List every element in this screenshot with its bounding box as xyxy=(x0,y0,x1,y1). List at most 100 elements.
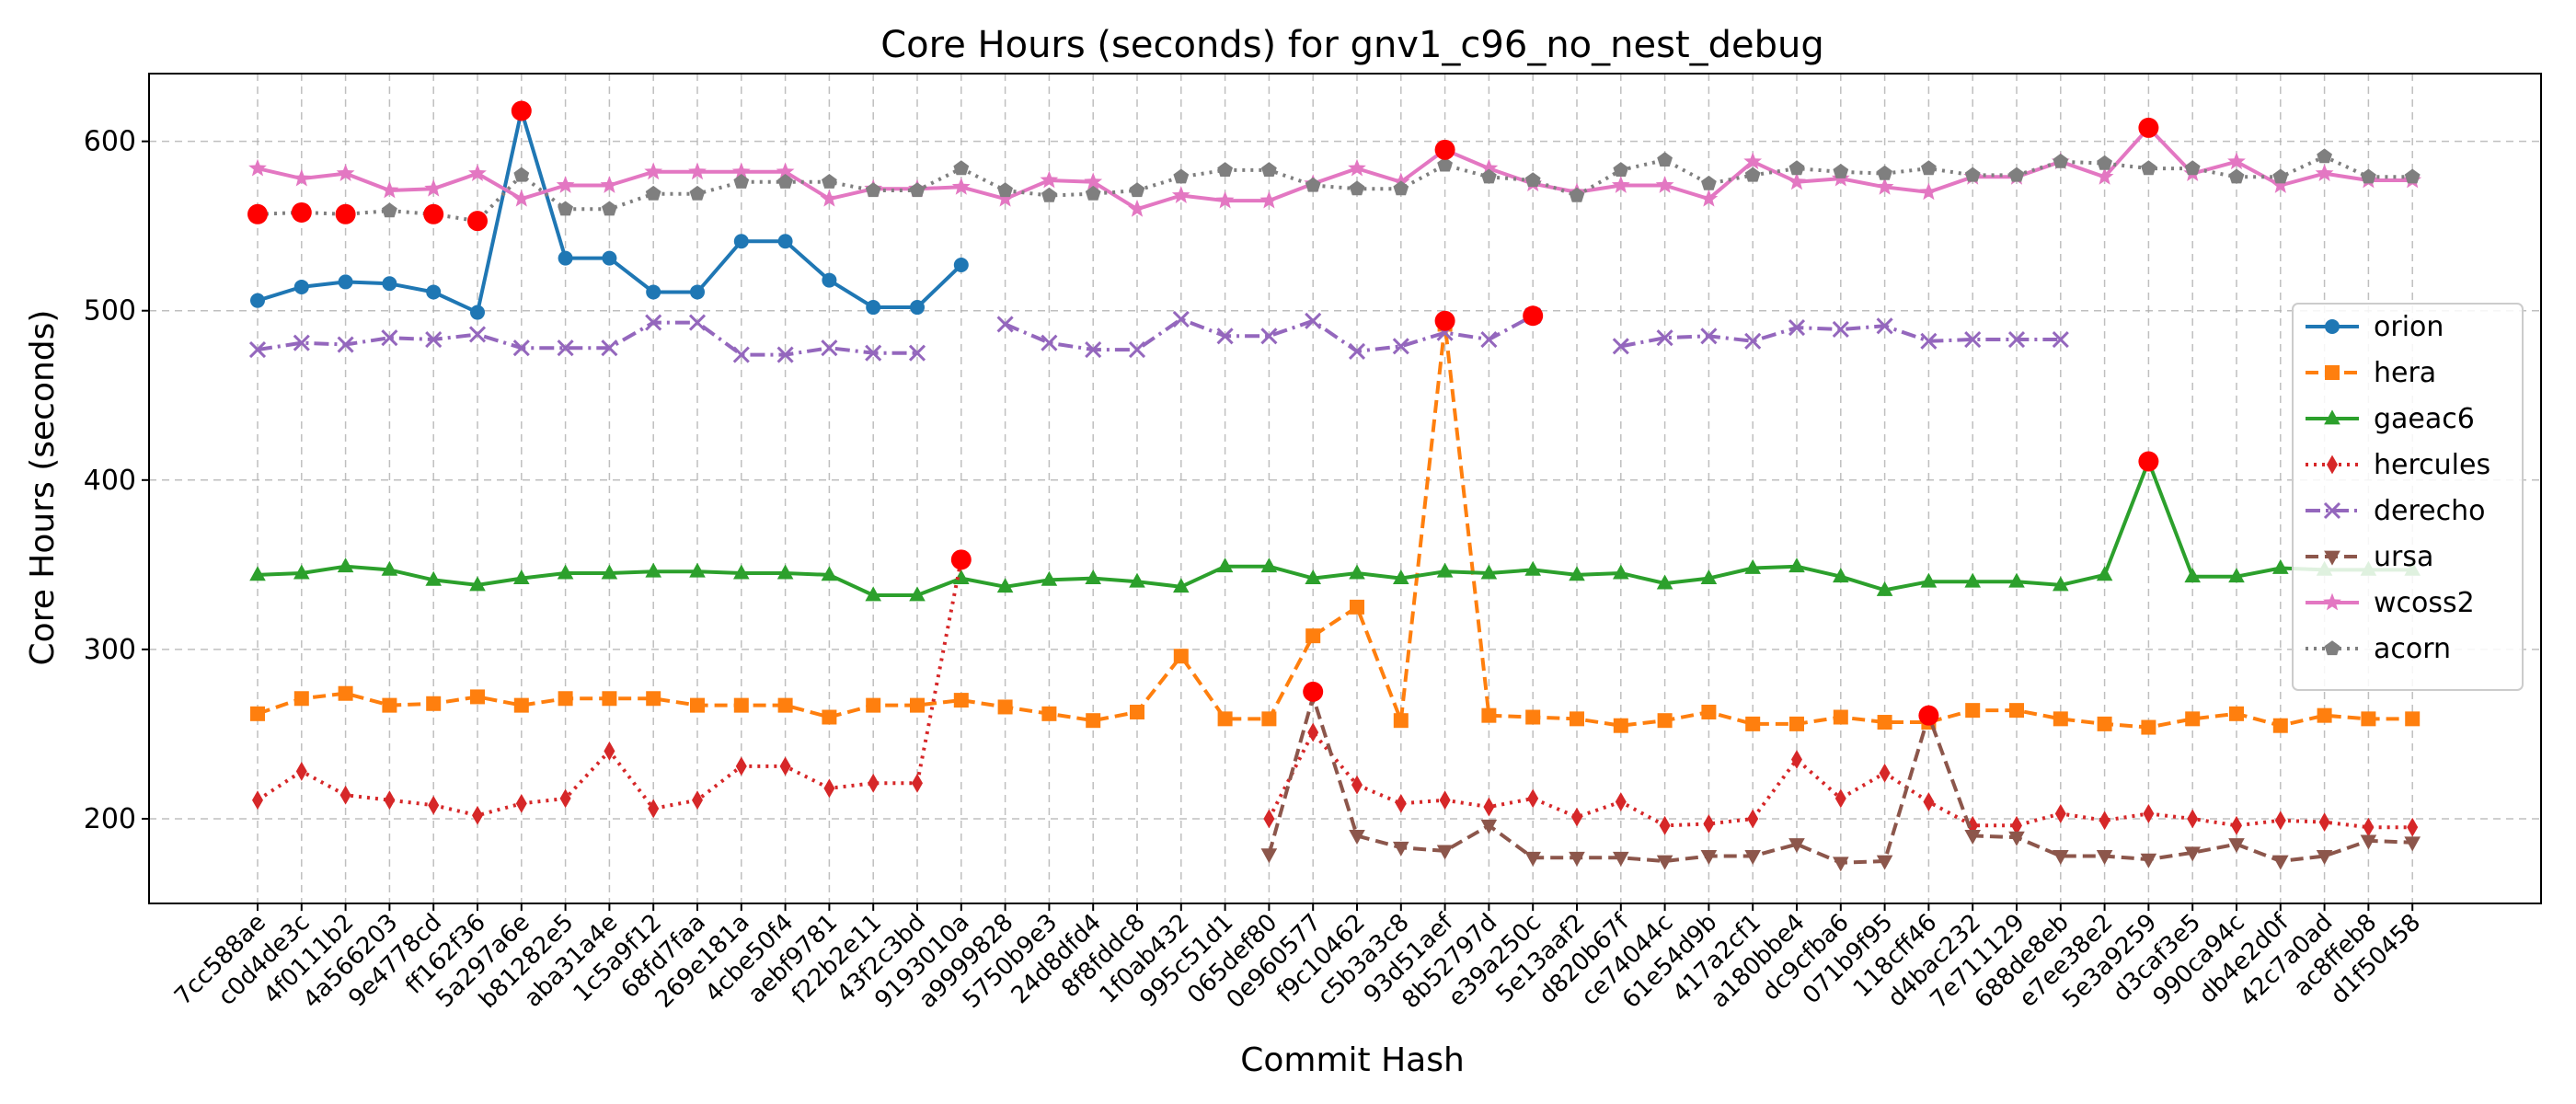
data-point xyxy=(2325,365,2340,380)
data-point xyxy=(865,182,881,198)
data-point xyxy=(1569,566,1585,581)
data-point xyxy=(1348,342,1366,360)
data-point xyxy=(1260,848,1278,864)
data-point xyxy=(1659,815,1671,835)
data-point xyxy=(1788,838,1805,854)
data-point xyxy=(909,182,926,198)
data-point xyxy=(1436,562,1454,578)
data-point xyxy=(1395,793,1407,813)
data-point xyxy=(1656,855,1673,870)
data-point xyxy=(1351,775,1363,795)
series-line-derecho xyxy=(1620,324,2061,349)
data-point xyxy=(2324,409,2340,425)
legend-item-gaeac6: gaeac6 xyxy=(2306,403,2475,435)
data-point xyxy=(1921,160,1937,176)
data-point xyxy=(2141,719,2156,735)
data-point xyxy=(735,756,747,776)
data-point xyxy=(337,336,354,353)
data-point xyxy=(382,202,397,218)
data-point xyxy=(1745,716,1761,731)
data-point xyxy=(512,339,530,357)
data-point xyxy=(868,773,880,793)
data-point xyxy=(1260,328,1278,345)
data-point xyxy=(513,569,530,584)
highlight-point xyxy=(1303,681,1324,702)
data-point xyxy=(1086,713,1101,729)
data-point xyxy=(1791,750,1802,769)
data-point xyxy=(2404,168,2421,184)
data-point xyxy=(1041,334,1058,351)
data-point xyxy=(1615,792,1627,811)
data-point xyxy=(688,314,707,331)
data-point xyxy=(645,185,661,201)
data-point xyxy=(1480,564,1498,580)
data-point xyxy=(601,339,618,357)
data-point xyxy=(645,314,662,331)
data-point xyxy=(1393,569,1409,584)
data-point xyxy=(2317,148,2332,164)
data-point xyxy=(2143,804,2155,823)
data-point xyxy=(2327,454,2338,475)
data-point xyxy=(866,300,881,316)
legend: orion hera gaeac6 hercules derecho ursa wcoss2… xyxy=(2292,303,2524,691)
data-point xyxy=(1747,809,1759,829)
data-point xyxy=(1612,338,1629,355)
data-point xyxy=(1393,180,1409,196)
data-point xyxy=(1876,855,1893,870)
data-point xyxy=(1084,172,1103,190)
data-point xyxy=(1833,709,1848,725)
series-line-gaeac6 xyxy=(257,459,2413,597)
data-point xyxy=(953,569,970,584)
data-point xyxy=(2227,152,2246,170)
data-point xyxy=(2096,566,2113,581)
chart-title: Core Hours (seconds) for gnv1_c96_no_nes… xyxy=(880,24,1824,66)
data-point xyxy=(1571,807,1582,827)
data-point xyxy=(908,344,926,362)
data-point xyxy=(995,189,1015,207)
data-point xyxy=(1173,649,1189,664)
data-point xyxy=(2274,811,2286,831)
data-point xyxy=(602,250,617,266)
data-point xyxy=(2229,706,2244,721)
data-point xyxy=(2008,831,2025,846)
data-point xyxy=(1305,312,1322,329)
data-point xyxy=(865,586,881,602)
data-point xyxy=(2096,850,2113,866)
data-point xyxy=(1481,168,1497,184)
data-point xyxy=(248,158,267,177)
data-point xyxy=(733,697,749,713)
data-point xyxy=(2318,812,2330,833)
highlight-point xyxy=(1434,139,1455,160)
data-point xyxy=(1834,788,1846,809)
data-point xyxy=(953,160,970,176)
data-point xyxy=(1744,332,1762,350)
data-point xyxy=(2054,804,2066,823)
data-point xyxy=(2007,330,2026,349)
data-point xyxy=(733,234,749,249)
data-point xyxy=(1965,703,1981,719)
data-point xyxy=(1393,713,1409,729)
data-point xyxy=(2317,707,2332,723)
data-point xyxy=(426,696,442,711)
data-point xyxy=(1483,797,1495,817)
data-point xyxy=(2231,815,2242,835)
data-point xyxy=(1788,558,1805,573)
data-point xyxy=(2361,711,2376,727)
data-point xyxy=(337,558,354,573)
data-point xyxy=(1263,809,1275,829)
data-point xyxy=(2052,330,2069,349)
data-point xyxy=(1216,328,1234,345)
data-point xyxy=(602,201,617,216)
data-point xyxy=(252,790,263,811)
data-point xyxy=(2324,640,2340,656)
y-tick-label: 600 xyxy=(84,126,136,158)
data-point xyxy=(1305,628,1321,644)
data-point xyxy=(384,790,396,811)
data-point xyxy=(820,189,839,207)
legend-box xyxy=(2292,303,2524,691)
highlight-point xyxy=(511,100,532,121)
data-point xyxy=(2360,834,2377,850)
data-point xyxy=(1964,167,1981,182)
data-point xyxy=(1701,704,1717,719)
